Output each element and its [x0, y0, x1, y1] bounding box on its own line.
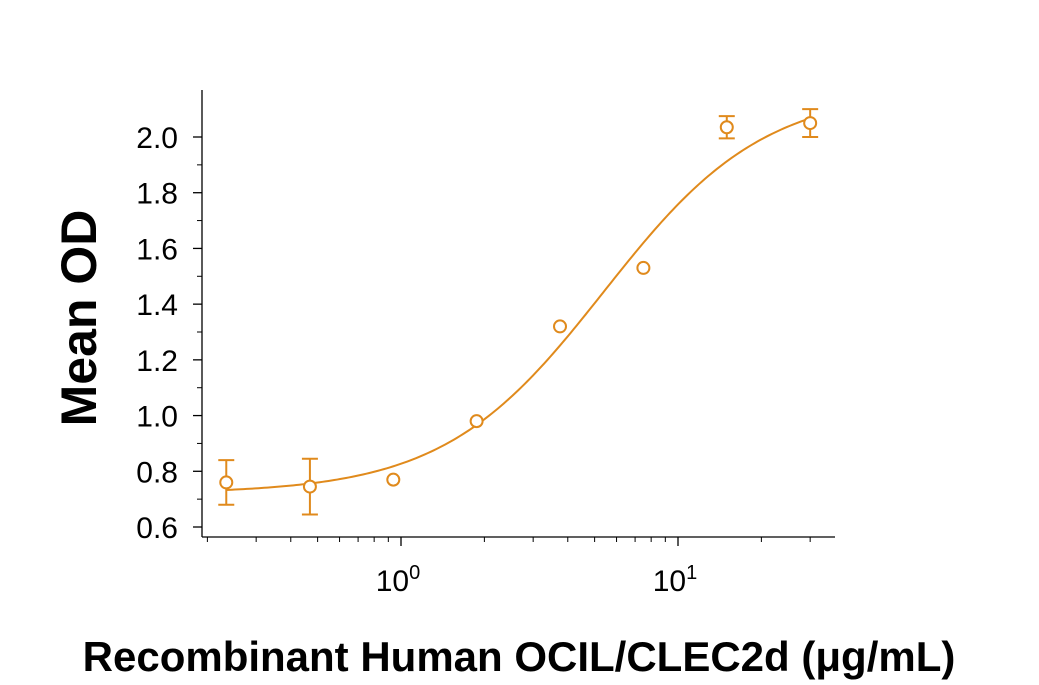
data-marker	[636, 260, 651, 275]
data-point	[469, 414, 484, 429]
y-axis-ticks: 0.6 0.8 1.0 1.2 1.4 1.6 1.8 2.0	[136, 122, 202, 545]
data-marker	[469, 414, 484, 429]
data-point	[386, 472, 401, 487]
x-axis-ticks: 100 101	[206, 537, 811, 598]
x-tick-label: 100	[376, 562, 421, 598]
y-tick-label: 1.4	[136, 289, 178, 322]
data-point	[553, 319, 568, 334]
data-marker	[719, 120, 734, 135]
data-point	[301, 457, 318, 516]
x-tick-label: 101	[653, 562, 698, 598]
y-tick-label: 0.8	[136, 456, 178, 489]
data-marker	[553, 319, 568, 334]
y-tick-label: 2.0	[136, 122, 178, 155]
data-marker	[219, 475, 234, 490]
data-point	[802, 108, 819, 138]
data-marker	[302, 479, 317, 494]
y-tick-label: 1.0	[136, 401, 178, 434]
data-point	[718, 115, 735, 140]
axes	[201, 90, 835, 538]
y-tick-label: 1.2	[136, 345, 178, 378]
data-marker	[386, 472, 401, 487]
x-axis-title: Recombinant Human OCIL/CLEC2d (μg/mL)	[83, 633, 956, 680]
fit-curve-layer	[226, 117, 811, 491]
data-point	[218, 459, 235, 506]
data-point	[636, 260, 651, 275]
y-tick-label: 1.8	[136, 178, 178, 211]
y-tick-label: 0.6	[136, 512, 178, 545]
fit-curve	[226, 117, 811, 491]
y-tick-label: 1.6	[136, 233, 178, 266]
data-points-layer	[218, 108, 819, 516]
data-marker	[803, 116, 818, 131]
y-axis-title: Mean OD	[51, 210, 107, 427]
